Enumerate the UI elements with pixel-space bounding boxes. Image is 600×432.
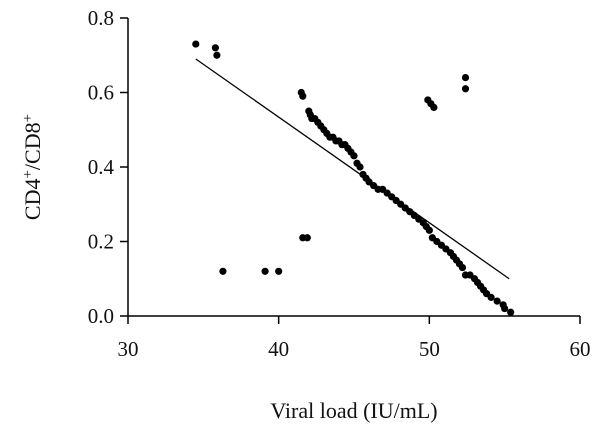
data-point [501, 304, 509, 313]
data-point [356, 163, 364, 171]
data-point [213, 51, 221, 59]
x-axis-title: Viral load (IU/mL) [270, 398, 437, 423]
points-group [192, 40, 515, 316]
data-point [507, 308, 515, 316]
data-point [275, 267, 283, 275]
data-point [211, 44, 219, 52]
y-axis-title-sup1: + [20, 170, 36, 178]
data-point [261, 267, 269, 275]
y-tick-label: 0.2 [88, 230, 114, 254]
data-point [493, 297, 501, 305]
data-point [192, 40, 200, 48]
data-point [461, 85, 470, 93]
data-point [219, 267, 227, 275]
y-tick-label: 0.8 [88, 6, 114, 30]
data-point [487, 293, 495, 301]
data-point [350, 152, 358, 160]
data-point [425, 226, 433, 234]
trend-line [195, 58, 510, 280]
y-axis-title-sup2: + [20, 114, 36, 122]
y-axis-title-sep: /CD8 [20, 122, 45, 170]
y-tick-label: 0.0 [88, 304, 114, 328]
y-tick-label: 0.4 [88, 155, 115, 179]
trend-group [195, 58, 510, 280]
y-axis-title-main: CD4 [20, 179, 45, 221]
data-point [430, 103, 438, 111]
tick-group: 0.0 0.2 0.4 0.6 0.8 30 40 50 60 [88, 6, 591, 361]
data-point [458, 263, 467, 272]
x-tick-label: 60 [570, 337, 591, 361]
axes [127, 18, 580, 317]
data-point [461, 74, 470, 82]
y-tick-label: 0.6 [88, 81, 114, 105]
data-point [303, 234, 311, 242]
x-tick-label: 50 [419, 337, 440, 361]
data-point [299, 92, 307, 100]
x-tick-label: 30 [118, 337, 139, 361]
y-axis-title: CD4+/CD8+ [20, 114, 45, 220]
x-tick-label: 40 [268, 337, 289, 361]
